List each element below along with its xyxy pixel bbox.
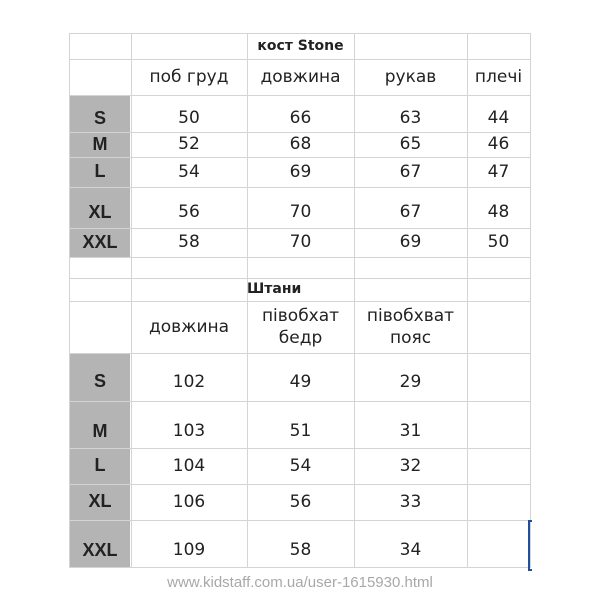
grid-line	[69, 33, 70, 568]
grid-line	[247, 33, 248, 568]
table-cell[interactable]: 33	[399, 491, 422, 512]
column-header[interactable]: поб груд	[149, 66, 229, 87]
pants-title[interactable]: Штани	[247, 281, 302, 298]
cell-selection[interactable]	[528, 520, 532, 571]
table-cell[interactable]: 69	[289, 161, 312, 182]
grid-line	[354, 33, 355, 568]
table-cell[interactable]: 47	[487, 161, 510, 182]
table-cell[interactable]: 58	[178, 232, 200, 253]
table-cell[interactable]: 103	[172, 421, 206, 442]
grid-line	[69, 228, 531, 229]
table-cell[interactable]: 31	[399, 421, 422, 442]
grid-line	[69, 187, 531, 188]
column-header[interactable]: плечі	[474, 66, 523, 87]
grid-line	[69, 520, 531, 521]
table-cell[interactable]: 50	[178, 108, 200, 129]
size-column-jacket	[69, 95, 130, 257]
table-cell[interactable]: 70	[289, 202, 312, 223]
table-cell[interactable]: 46	[487, 134, 510, 155]
table-cell[interactable]: 54	[178, 161, 200, 182]
table-cell[interactable]: 48	[487, 202, 510, 223]
table-cell[interactable]: 51	[289, 421, 312, 442]
table-cell[interactable]: 56	[289, 491, 312, 512]
grid-line	[69, 33, 531, 34]
table-cell[interactable]: 56	[178, 202, 200, 223]
grid-line	[69, 157, 531, 158]
grid-line	[69, 353, 531, 354]
grid-line	[69, 59, 531, 60]
table-cell[interactable]: 49	[289, 371, 312, 392]
jacket-title[interactable]: кост Stone	[257, 37, 344, 54]
size-label[interactable]: M	[92, 133, 108, 154]
grid-line	[69, 257, 531, 258]
column-header[interactable]: довжина	[148, 316, 230, 337]
table-cell[interactable]: 67	[399, 202, 422, 223]
grid-line	[69, 301, 531, 302]
size-label[interactable]: XXL	[82, 231, 118, 252]
column-header[interactable]: півобхат бедр	[261, 305, 340, 348]
table-cell[interactable]: 104	[172, 455, 206, 476]
table-cell[interactable]: 67	[399, 161, 422, 182]
table-cell[interactable]: 32	[399, 455, 422, 476]
grid-line	[530, 33, 531, 568]
grid-line	[69, 484, 531, 485]
size-label[interactable]: XL	[88, 201, 112, 222]
table-cell[interactable]: 69	[399, 232, 422, 253]
size-label[interactable]: L	[94, 161, 106, 182]
table-cell[interactable]: 52	[178, 134, 200, 155]
table-cell[interactable]: 29	[399, 371, 422, 392]
column-header[interactable]: довжина	[260, 66, 341, 87]
watermark: www.kidstaff.com.ua/user-1615930.html	[167, 574, 433, 591]
size-label[interactable]: XL	[88, 491, 112, 512]
table-cell[interactable]: 106	[172, 491, 206, 512]
table-cell[interactable]: 44	[487, 108, 510, 129]
grid-line	[69, 567, 531, 568]
table-cell[interactable]: 50	[487, 232, 510, 253]
table-cell[interactable]: 65	[399, 134, 422, 155]
table-cell[interactable]: 63	[399, 108, 422, 129]
table-cell[interactable]: 109	[172, 540, 206, 561]
grid-line	[69, 448, 531, 449]
size-label[interactable]: M	[92, 420, 108, 441]
size-label[interactable]: XXL	[82, 539, 118, 560]
table-cell[interactable]: 102	[172, 371, 206, 392]
size-column-pants	[69, 353, 130, 567]
table-cell[interactable]: 70	[289, 232, 312, 253]
grid-line	[69, 95, 531, 96]
table-cell[interactable]: 34	[399, 540, 422, 561]
grid-line	[69, 278, 531, 279]
size-label[interactable]: S	[93, 107, 106, 128]
size-label[interactable]: L	[94, 455, 106, 476]
table-cell[interactable]: 66	[289, 108, 312, 129]
grid-line	[69, 401, 531, 402]
size-label[interactable]: S	[93, 371, 106, 392]
grid-line	[467, 33, 468, 568]
column-header[interactable]: півобхват пояс	[366, 305, 455, 348]
table-cell[interactable]: 58	[289, 540, 312, 561]
grid-line	[69, 132, 531, 133]
table-cell[interactable]: 68	[289, 134, 312, 155]
column-header[interactable]: рукав	[384, 66, 437, 87]
grid-line	[131, 33, 132, 568]
table-cell[interactable]: 54	[289, 455, 312, 476]
